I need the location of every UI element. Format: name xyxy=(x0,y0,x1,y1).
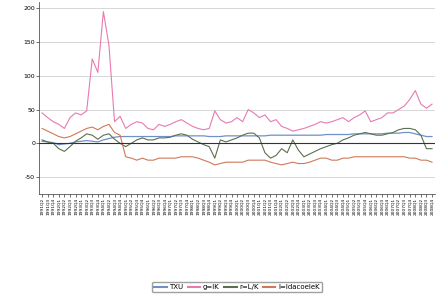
TXU xyxy=(51,141,56,145)
g=IK xyxy=(51,120,56,124)
I=IdacoeleK xyxy=(284,162,290,165)
I=IdacoeleK xyxy=(418,158,423,162)
TXU xyxy=(402,131,407,134)
Line: I=IdacoeleK: I=IdacoeleK xyxy=(42,125,432,165)
I=IdacoeleK xyxy=(95,128,101,132)
TXU xyxy=(101,138,106,142)
TXU xyxy=(235,134,240,138)
r=L/K xyxy=(430,147,435,151)
r=L/K xyxy=(396,128,401,132)
r=L/K xyxy=(39,138,45,142)
Line: r=L/K: r=L/K xyxy=(42,128,432,158)
g=IK xyxy=(235,116,240,119)
r=L/K xyxy=(418,133,423,137)
I=IdacoeleK xyxy=(106,123,111,126)
r=L/K xyxy=(95,138,101,141)
Line: g=IK: g=IK xyxy=(42,12,432,131)
Line: TXU: TXU xyxy=(42,132,432,145)
Legend: TXU, g=IK, r=L/K, I=IdacoeleK: TXU, g=IK, r=L/K, I=IdacoeleK xyxy=(152,282,322,292)
g=IK xyxy=(402,104,407,108)
I=IdacoeleK xyxy=(39,127,45,130)
TXU xyxy=(39,139,45,143)
r=L/K xyxy=(402,127,407,130)
I=IdacoeleK xyxy=(240,160,245,164)
TXU xyxy=(430,135,435,138)
r=L/K xyxy=(51,142,56,145)
I=IdacoeleK xyxy=(430,160,435,164)
g=IK xyxy=(430,102,435,106)
r=L/K xyxy=(279,147,284,151)
g=IK xyxy=(101,10,106,13)
g=IK xyxy=(39,111,45,115)
r=L/K xyxy=(235,136,240,140)
TXU xyxy=(396,131,401,135)
I=IdacoeleK xyxy=(402,155,407,158)
g=IK xyxy=(95,71,101,74)
I=IdacoeleK xyxy=(51,132,56,136)
r=L/K xyxy=(212,156,218,160)
g=IK xyxy=(290,129,295,133)
TXU xyxy=(56,143,62,146)
TXU xyxy=(418,133,423,137)
TXU xyxy=(279,133,284,137)
g=IK xyxy=(279,125,284,128)
g=IK xyxy=(418,102,423,106)
I=IdacoeleK xyxy=(212,163,218,167)
